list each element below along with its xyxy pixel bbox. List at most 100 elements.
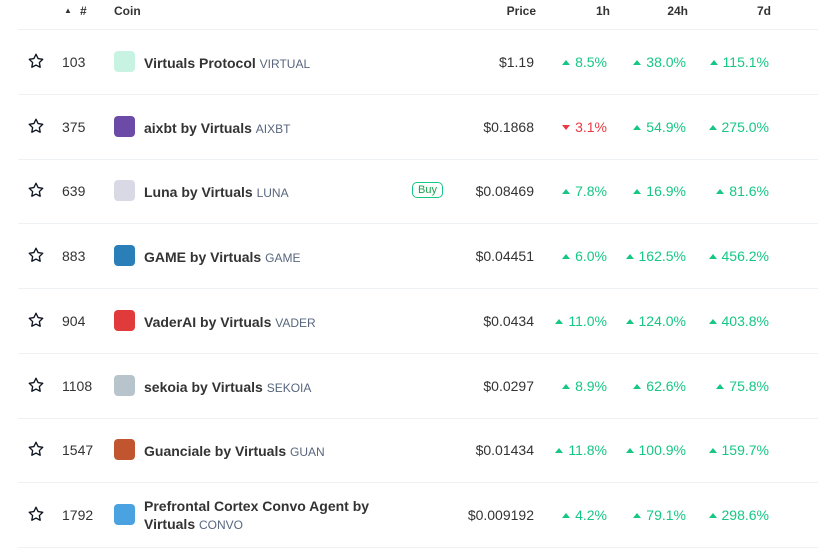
coin-name-link[interactable]: Guanciale by Virtuals GUAN — [144, 442, 325, 461]
caret-up-icon — [709, 60, 718, 65]
change-24h-value: 54.9% — [646, 118, 686, 135]
change-24h: 38.0% — [633, 54, 686, 70]
change-1h: 3.1% — [562, 119, 607, 135]
coin-name-link[interactable]: Prefrontal Cortex Convo Agent by Virtual… — [144, 497, 384, 534]
star-icon[interactable] — [27, 376, 45, 394]
change-1h: 11.0% — [555, 313, 607, 329]
header-price[interactable]: Price — [506, 4, 536, 18]
coin-logo-icon — [114, 180, 135, 202]
coin-name: Luna by Virtuals — [144, 184, 253, 201]
change-1h: 6.0% — [562, 248, 607, 264]
table-row[interactable]: 1547 Guanciale by Virtuals GUAN $0.01434… — [18, 418, 818, 484]
change-1h-value: 7.8% — [575, 183, 607, 200]
header-coin[interactable]: Coin — [114, 4, 141, 18]
change-1h-value: 4.2% — [575, 506, 607, 523]
header-24h[interactable]: 24h — [667, 4, 688, 18]
caret-up-icon — [633, 383, 642, 389]
star-icon[interactable] — [27, 440, 45, 458]
coin-symbol: CONVO — [199, 517, 244, 532]
coin-name-link[interactable]: GAME by Virtuals GAME — [144, 248, 300, 267]
change-1h: 11.8% — [555, 442, 607, 458]
change-24h-value: 124.0% — [638, 312, 686, 329]
caret-up-icon — [562, 254, 571, 260]
change-24h: 79.1% — [633, 507, 686, 523]
caret-up-icon — [633, 124, 642, 130]
caret-up-icon — [562, 189, 571, 195]
coin-name-link[interactable]: VaderAI by Virtuals VADER — [144, 313, 316, 332]
change-1h: 8.9% — [562, 378, 607, 394]
table-row[interactable]: 375 aixbt by Virtuals AIXBT $0.1868 3.1%… — [18, 95, 818, 160]
change-24h: 54.9% — [633, 119, 686, 135]
coin-name: sekoia by Virtuals — [144, 378, 263, 395]
change-7d-value: 159.7% — [721, 442, 769, 459]
star-icon[interactable] — [27, 246, 45, 264]
rank: 103 — [62, 54, 86, 70]
star-icon[interactable] — [27, 52, 45, 70]
change-1h-value: 11.0% — [568, 312, 607, 329]
coin-logo-icon — [114, 245, 135, 267]
caret-up-icon — [562, 60, 571, 65]
star-icon[interactable] — [27, 505, 45, 523]
coin-name: Virtuals Protocol — [144, 55, 256, 71]
table-row[interactable]: 1792 Prefrontal Cortex Convo Agent by Vi… — [18, 483, 818, 548]
coin-name-link[interactable]: Luna by Virtuals LUNA — [144, 183, 289, 202]
coin-name: GAME by Virtuals — [144, 249, 262, 266]
change-24h-value: 162.5% — [638, 248, 686, 265]
header-rank[interactable]: # — [80, 4, 87, 18]
buy-button[interactable]: Buy — [412, 182, 443, 199]
change-1h: 7.8% — [562, 183, 607, 199]
change-1h: 4.2% — [562, 507, 607, 523]
price: $0.04451 — [475, 248, 534, 265]
coin-name: VaderAI by Virtuals — [144, 313, 272, 330]
change-1h-value: 8.9% — [575, 377, 607, 394]
table-row[interactable]: 883 GAME by Virtuals GAME $0.04451 6.0% … — [18, 224, 818, 290]
price: $0.009192 — [467, 506, 534, 523]
caret-up-icon — [555, 318, 564, 324]
change-24h: 162.5% — [625, 248, 686, 265]
rank: 1792 — [62, 506, 94, 523]
price: $0.0297 — [483, 377, 534, 394]
coin-symbol: GAME — [265, 251, 301, 266]
table-row[interactable]: 904 VaderAI by Virtuals VADER $0.0434 11… — [18, 289, 818, 354]
change-24h-value: 38.0% — [646, 54, 686, 70]
table-header: ▲ # Coin Price 1h 24h 7d — [18, 0, 818, 30]
caret-up-icon — [633, 60, 642, 65]
coin-logo-icon — [114, 503, 135, 525]
rank: 904 — [62, 312, 86, 329]
coin-symbol: GUAN — [290, 445, 325, 460]
change-24h-value: 16.9% — [646, 183, 686, 200]
star-icon[interactable] — [27, 117, 45, 135]
change-7d-value: 81.6% — [729, 183, 769, 200]
coin-name: Guanciale by Virtuals — [144, 443, 287, 460]
star-icon[interactable] — [27, 181, 45, 199]
table-row[interactable]: 1108 sekoia by Virtuals SEKOIA $0.0297 8… — [18, 354, 818, 419]
coin-name-link[interactable]: sekoia by Virtuals SEKOIA — [144, 378, 311, 397]
change-7d-value: 456.2% — [721, 248, 769, 265]
change-7d: 275.0% — [708, 119, 769, 135]
change-7d: 298.6% — [708, 506, 769, 523]
sort-asc-icon[interactable]: ▲ — [64, 6, 72, 15]
change-7d-value: 298.6% — [721, 506, 769, 523]
change-7d-value: 403.8% — [721, 312, 769, 329]
table-row[interactable]: 103 Virtuals Protocol VIRTUAL $1.19 8.5%… — [18, 30, 818, 95]
change-24h: 16.9% — [633, 183, 686, 199]
star-icon[interactable] — [27, 311, 45, 329]
coin-name-link[interactable]: aixbt by Virtuals AIXBT — [144, 119, 290, 138]
header-7d[interactable]: 7d — [756, 4, 771, 18]
price: $1.19 — [498, 54, 534, 70]
coin-name-link[interactable]: Virtuals Protocol VIRTUAL — [144, 54, 310, 73]
caret-up-icon — [708, 318, 717, 324]
price: $0.08469 — [475, 183, 534, 200]
table-row[interactable]: 639 Luna by Virtuals LUNA Buy $0.08469 7… — [18, 159, 818, 225]
header-1h[interactable]: 1h — [595, 4, 610, 18]
rank: 1108 — [62, 377, 93, 394]
caret-up-icon — [633, 189, 642, 195]
change-7d: 81.6% — [716, 183, 769, 199]
change-1h-value: 6.0% — [575, 248, 607, 265]
rank: 639 — [62, 183, 86, 200]
change-24h: 62.6% — [633, 378, 686, 394]
caret-up-icon — [625, 448, 634, 454]
caret-up-icon — [716, 383, 725, 389]
coin-logo-icon — [114, 309, 135, 331]
change-7d: 403.8% — [708, 312, 769, 329]
